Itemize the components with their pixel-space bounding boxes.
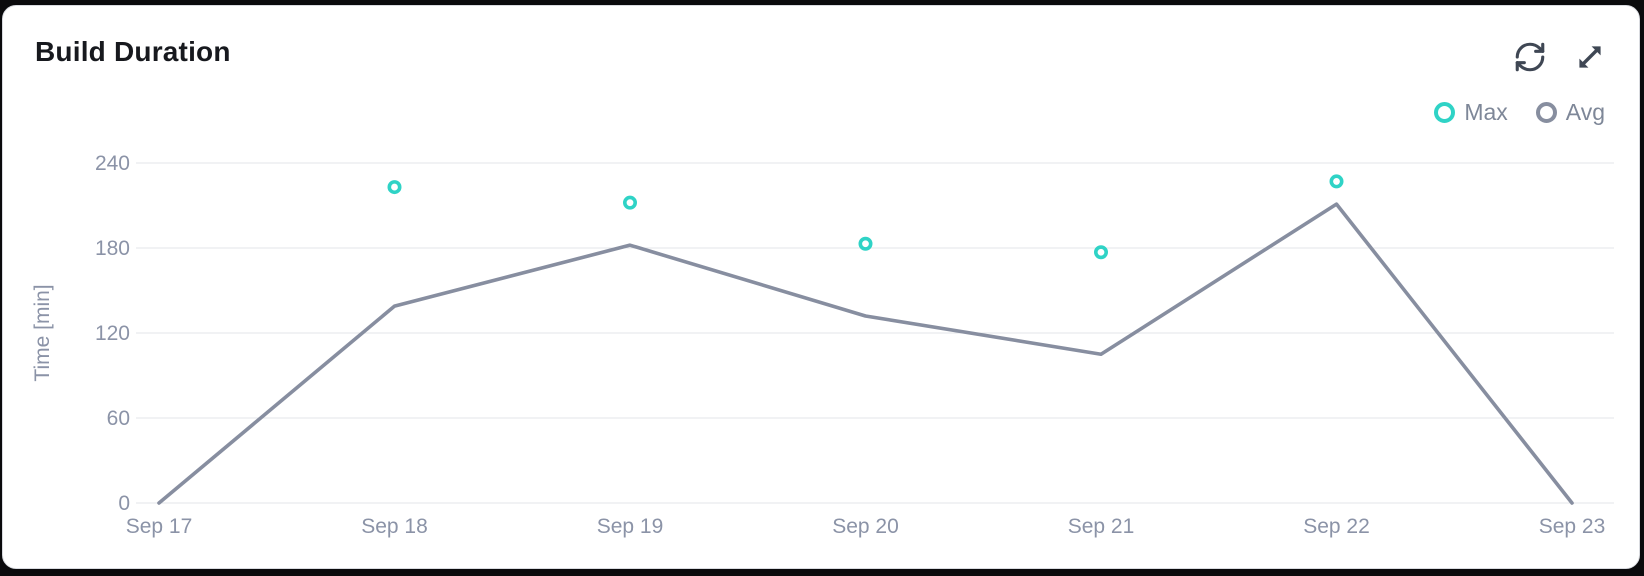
- build-duration-card: Build Duration Max Avg 0 60: [2, 5, 1640, 569]
- max-data-point: [1094, 245, 1109, 260]
- y-tick-label: 60: [107, 407, 130, 430]
- chart-title: Build Duration: [35, 36, 231, 67]
- avg-line-series: [157, 202, 1574, 505]
- max-data-point: [387, 180, 402, 195]
- max-data-point: [622, 195, 637, 210]
- y-tick-label: 120: [95, 322, 130, 345]
- y-tick-label: 180: [95, 237, 130, 260]
- avg-series-marker: [1535, 102, 1557, 123]
- build-duration-plot: 0 60 120 180 240 Sep 17 Sep 18 Sep 19 Sep 20 Sep …: [31, 152, 1614, 538]
- legend-label-avg: Avg: [1565, 99, 1605, 125]
- expand-button[interactable]: [1571, 38, 1609, 76]
- refresh-icon: [1515, 42, 1545, 72]
- refresh-button[interactable]: [1511, 38, 1549, 76]
- x-tick-label: Sep 17: [126, 515, 193, 538]
- card-actions: [1511, 38, 1609, 76]
- legend-item-max[interactable]: Max: [1434, 99, 1508, 126]
- max-series-marker: [1434, 102, 1456, 123]
- chart-legend: Max Avg: [1434, 99, 1605, 126]
- max-data-point: [1329, 174, 1344, 189]
- x-tick-label: Sep 21: [1068, 515, 1135, 538]
- x-tick-label: Sep 23: [1539, 515, 1606, 538]
- expand-icon: [1579, 46, 1601, 68]
- y-axis-title: Time [min]: [31, 284, 54, 381]
- x-tick-label: Sep 22: [1303, 515, 1370, 538]
- legend-label-max: Max: [1464, 99, 1508, 125]
- x-tick-label: Sep 20: [832, 515, 899, 538]
- x-tick-label: Sep 18: [361, 515, 428, 538]
- max-data-point: [858, 236, 873, 251]
- y-tick-label: 240: [95, 152, 130, 175]
- legend-item-avg[interactable]: Avg: [1535, 99, 1605, 126]
- x-tick-label: Sep 19: [597, 515, 664, 538]
- y-tick-label: 0: [118, 492, 130, 515]
